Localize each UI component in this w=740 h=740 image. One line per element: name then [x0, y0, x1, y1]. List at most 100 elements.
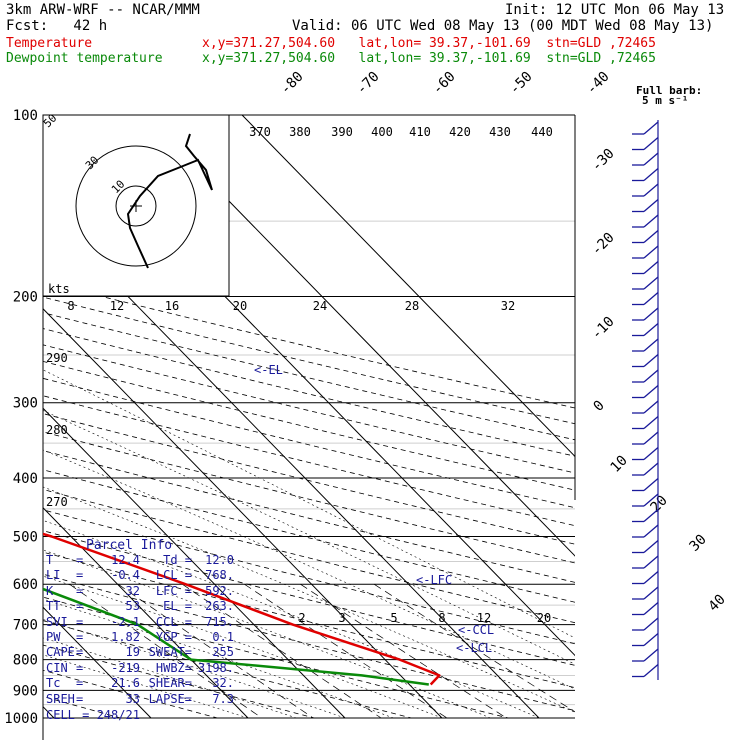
theta-e-label: 440: [531, 125, 553, 139]
parcel-info-cell: =: [76, 676, 84, 691]
theta-e-label: 370: [249, 125, 271, 139]
wind-barb: [643, 168, 659, 181]
dewpoint-profile: [43, 587, 429, 686]
dry-adiabat-line: [43, 620, 412, 719]
moist-adiabat-line: [43, 449, 575, 690]
wind-barb: [643, 524, 659, 538]
parcel-info-cell: =: [76, 583, 84, 598]
parcel-info-cell: LFC =: [155, 583, 192, 598]
wind-barb: [643, 648, 659, 662]
isotherm-label: -80: [278, 69, 307, 98]
header-model: 3km ARW-WRF -- NCAR/MMM: [6, 2, 200, 18]
parcel-info-cell: =: [76, 629, 84, 644]
parcel-info-cell: =: [76, 614, 84, 629]
pressure-label: 900: [13, 683, 38, 699]
dry-adiabat-line: [43, 312, 575, 441]
wind-barb: [643, 540, 659, 553]
parcel-info-cell: SHEAR=: [148, 676, 192, 691]
wind-barb: [643, 586, 659, 600]
parcel-info-cell: 3198.: [197, 660, 234, 675]
parcel-info-cell: 255: [212, 645, 234, 660]
mixing-ratio-line: [69, 583, 262, 719]
hodograph-speed-label: 32: [501, 299, 515, 313]
moist-adiabat-line: [43, 486, 575, 713]
wind-barb: [643, 276, 659, 290]
sounding-profiles: [43, 532, 441, 686]
wind-barb: [643, 121, 659, 135]
level-marker: <-CCL: [458, 623, 494, 637]
moist-adiabat-line: [43, 598, 394, 719]
wind-barb: [643, 292, 659, 305]
isotherm-label: -20: [589, 230, 618, 259]
theta-label: 270: [46, 495, 68, 509]
parcel-info-cell: CCL =: [155, 614, 192, 629]
parcel-info-cell: 32.: [212, 676, 234, 691]
wind-barb: [643, 230, 659, 243]
dry-adiabat-line: [43, 509, 575, 645]
isotherm-label: -30: [589, 146, 618, 175]
parcel-info-cell: CAPE: [46, 645, 75, 660]
legend-temperature-label: Temperature: [6, 36, 93, 51]
wind-barb: [643, 261, 659, 274]
parcel-info-row: SREH = 33 LAPSE= 7.3: [46, 692, 234, 707]
wind-barb: [643, 509, 659, 522]
theta-label: 290: [46, 351, 68, 365]
parcel-info-cell: -2.1: [111, 614, 140, 629]
dry-adiabat-line: [43, 669, 218, 719]
parcel-info-cell: SVI: [46, 614, 68, 629]
parcel-info-cell: 592.: [205, 583, 234, 598]
header-init: Init: 12 UTC Mon 06 May 13: [505, 2, 725, 18]
parcel-info-row: LI = -0.4 LCL = 768.: [46, 568, 234, 583]
dry-adiabat-line: [43, 328, 575, 457]
parcel-info-cell: LCL =: [155, 568, 192, 583]
parcel-info-title: Parcel Info: [86, 538, 173, 553]
isotherm-line: [241, 115, 575, 458]
isotherm-label: 20: [648, 493, 671, 516]
pressure-label: 500: [13, 529, 38, 545]
pressure-label: 800: [13, 653, 38, 669]
hodograph-speed-label: 12: [110, 299, 124, 313]
wind-barb: [643, 214, 659, 228]
parcel-info-cell: =: [76, 660, 84, 675]
wind-barb: [643, 307, 659, 321]
isotherm-label: 40: [706, 592, 729, 615]
wind-barb: [643, 462, 659, 476]
wind-barb: [643, 400, 659, 414]
parcel-info-cell: 21.6: [111, 676, 140, 691]
mixing-ratio-label: 3: [338, 611, 345, 625]
parcel-info-row: SVI = -2.1 CCL = 715.: [46, 615, 234, 630]
isotherm-label: -50: [507, 69, 536, 98]
hodograph-speed-label: 20: [233, 299, 247, 313]
mixing-ratio-line: [300, 583, 507, 719]
moist-adiabat-line: [43, 654, 249, 719]
wind-barb: [643, 447, 659, 460]
parcel-info-cell: CIN: [46, 660, 68, 675]
wind-barb: [643, 478, 659, 491]
parcel-info-row: K = 32 LFC = 592.: [46, 584, 234, 599]
parcel-info-row: TT = 53 EL = 263.: [46, 599, 234, 614]
parcel-info-cell: =: [76, 568, 84, 583]
hodograph-speed-label: 28: [405, 299, 419, 313]
parcel-info-row: T = 12.4 Td = 12.0: [46, 553, 234, 568]
isotherm-line: [43, 606, 152, 719]
mixing-ratio-label: 8: [438, 611, 445, 625]
pressure-label: 600: [13, 577, 38, 593]
legend-dewpoint-info: x,y=371.27,504.60 lat,lon= 39.37,-101.69…: [202, 51, 656, 66]
parcel-info-cell: Td =: [163, 553, 192, 567]
parcel-info-cell: SWEAT=: [148, 645, 192, 660]
isotherm-label: -40: [584, 69, 613, 98]
parcel-info-cell: LAPSE=: [148, 691, 192, 706]
hodograph-ring: [115, 185, 157, 227]
pressure-label: 300: [13, 396, 38, 412]
hodograph-trace: [126, 133, 213, 269]
parcel-info-cell: LI: [46, 568, 61, 583]
wind-barb: [643, 571, 659, 584]
parcel-info-cell: 263.: [205, 599, 234, 614]
mixing-ratio-label: 2: [298, 611, 305, 625]
isotherm-label: 30: [687, 532, 710, 555]
parcel-info-cell: K: [46, 583, 54, 598]
dry-adiabat-line: [43, 450, 575, 583]
mixing-ratio-line: [244, 583, 448, 719]
